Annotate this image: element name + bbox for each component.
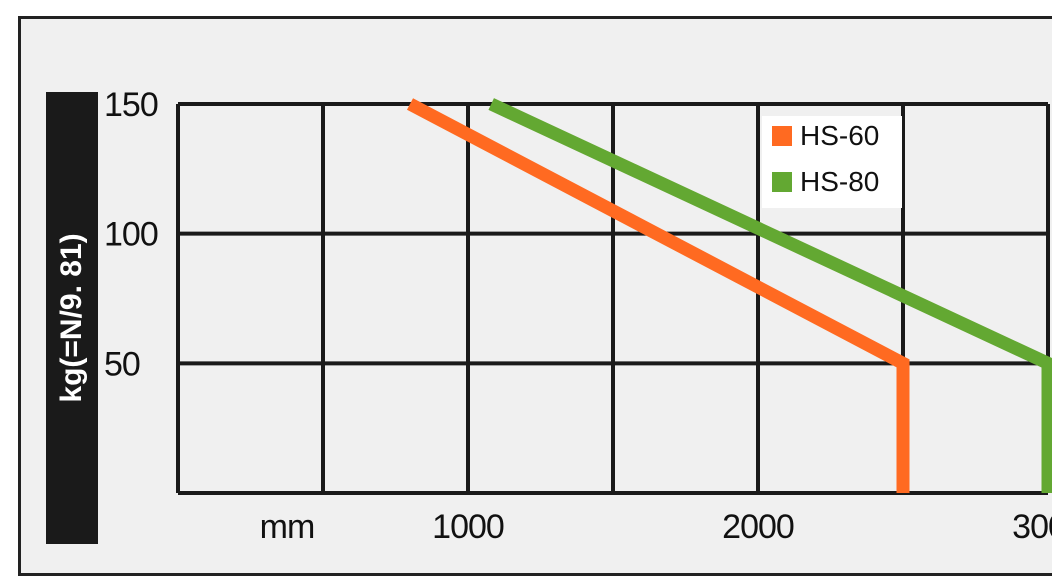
y-tick-label: 100 bbox=[104, 216, 158, 254]
y-axis-label-box bbox=[46, 92, 98, 544]
legend-swatch bbox=[772, 172, 792, 192]
y-tick-label: 50 bbox=[104, 345, 140, 383]
legend: HS-60 HS-80 bbox=[762, 116, 902, 208]
tick-labels: mm 50 100 150 1000 2000 3000 bbox=[104, 86, 1052, 546]
legend-swatch bbox=[772, 126, 792, 146]
x-tick-label: 1000 bbox=[432, 508, 504, 546]
series-line-hs-80 bbox=[488, 98, 1052, 493]
x-tick-label: 2000 bbox=[722, 508, 794, 546]
legend-label: HS-80 bbox=[800, 166, 879, 197]
x-axis-label: mm bbox=[260, 508, 315, 546]
series-line-hs-60 bbox=[406, 98, 910, 493]
series-lines bbox=[406, 98, 1052, 493]
legend-label: HS-60 bbox=[800, 120, 879, 151]
x-tick-label: 3000 bbox=[1012, 508, 1052, 546]
y-tick-label: 150 bbox=[104, 86, 158, 124]
